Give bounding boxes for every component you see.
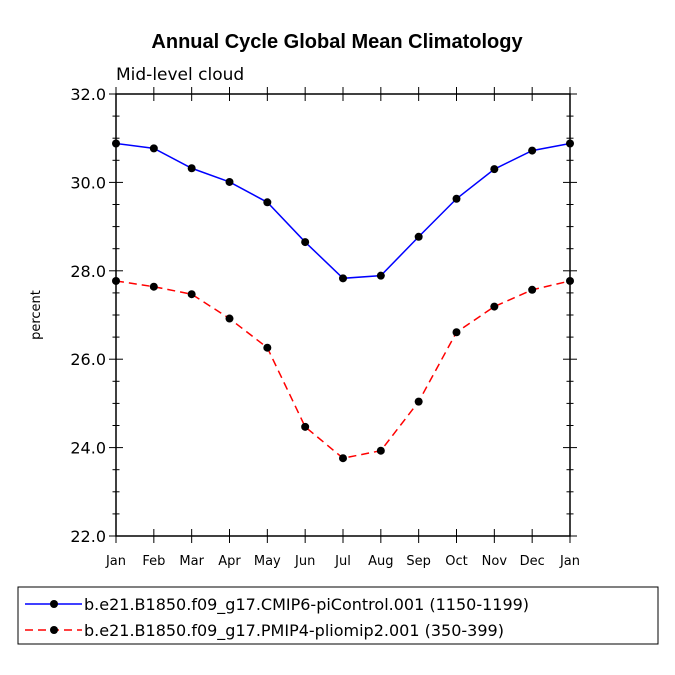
chart-subtitle: Mid-level cloud [116, 65, 244, 85]
series-1-point [187, 164, 196, 173]
series-2-point [452, 328, 461, 337]
series-1-point [149, 144, 158, 153]
x-tick-label: May [254, 554, 281, 569]
legend: b.e21.B1850.f09_g17.CMIP6-piControl.001 … [17, 586, 659, 645]
series-1-point [263, 198, 272, 207]
series-1-point [339, 274, 347, 283]
x-tick-label: Sep [406, 554, 431, 569]
series-layer [112, 139, 574, 463]
legend-label-2: b.e21.B1850.f09_g17.PMIP4-pliomip2.001 (… [84, 621, 504, 641]
series-2-point [376, 446, 385, 455]
chart-title: Annual Cycle Global Mean Climatology [151, 31, 523, 53]
y-tick-label: 30.0 [70, 173, 106, 192]
series-1-point [301, 238, 310, 247]
x-tick-label: Jun [294, 554, 315, 569]
series-1-point [376, 271, 385, 280]
series-2-point [225, 314, 234, 323]
plot-frame [115, 93, 571, 537]
series-1-point [452, 194, 461, 203]
x-tick-label: Aug [368, 554, 393, 569]
series-line-2 [115, 280, 571, 460]
series-2-point [263, 343, 272, 352]
x-tick-label: Jan [559, 554, 580, 569]
series-2-point [490, 302, 499, 311]
x-axis-ticks: Jan Feb Mar Apr May Jun Jul Aug Sep Oct Nov Dec Jan [105, 87, 580, 569]
series-2-point [301, 422, 310, 431]
series-1-point [528, 146, 537, 155]
legend-frame [17, 586, 659, 645]
legend-marker-2 [50, 626, 58, 634]
series-2-point [414, 397, 423, 406]
x-tick-label: Jul [334, 554, 351, 569]
y-tick-label: 22.0 [70, 527, 106, 546]
legend-marker-1 [50, 600, 58, 608]
series-2-point [149, 282, 158, 291]
x-tick-label: Jan [105, 554, 126, 569]
series-2-point [566, 276, 574, 285]
series-1-point [490, 165, 499, 174]
x-tick-label: Mar [179, 554, 204, 569]
legend-label-1: b.e21.B1850.f09_g17.CMIP6-piControl.001 … [84, 595, 529, 615]
series-1-point [414, 232, 423, 241]
y-tick-label: 28.0 [70, 262, 106, 281]
y-tick-label: 26.0 [70, 350, 106, 369]
x-tick-label: Oct [445, 554, 467, 569]
x-tick-label: Dec [520, 554, 545, 569]
series-1-point [566, 139, 574, 148]
x-tick-label: Feb [142, 554, 165, 569]
y-axis-label: percent [29, 290, 44, 340]
plot-area [115, 93, 571, 537]
y-tick-label: 24.0 [70, 439, 106, 458]
series-line-1 [115, 142, 571, 280]
series-2-point [187, 290, 196, 299]
series-2-point [112, 276, 120, 285]
y-tick-label: 32.0 [70, 85, 106, 104]
series-2-point [528, 285, 537, 294]
series-2-point [339, 454, 347, 463]
series-1-point [225, 177, 234, 186]
x-tick-label: Apr [218, 554, 241, 569]
series-1-point [112, 139, 120, 148]
y-axis-ticks: 22.0 24.0 26.0 28.0 30.0 32.0 [70, 85, 577, 546]
x-tick-label: Nov [482, 554, 508, 569]
